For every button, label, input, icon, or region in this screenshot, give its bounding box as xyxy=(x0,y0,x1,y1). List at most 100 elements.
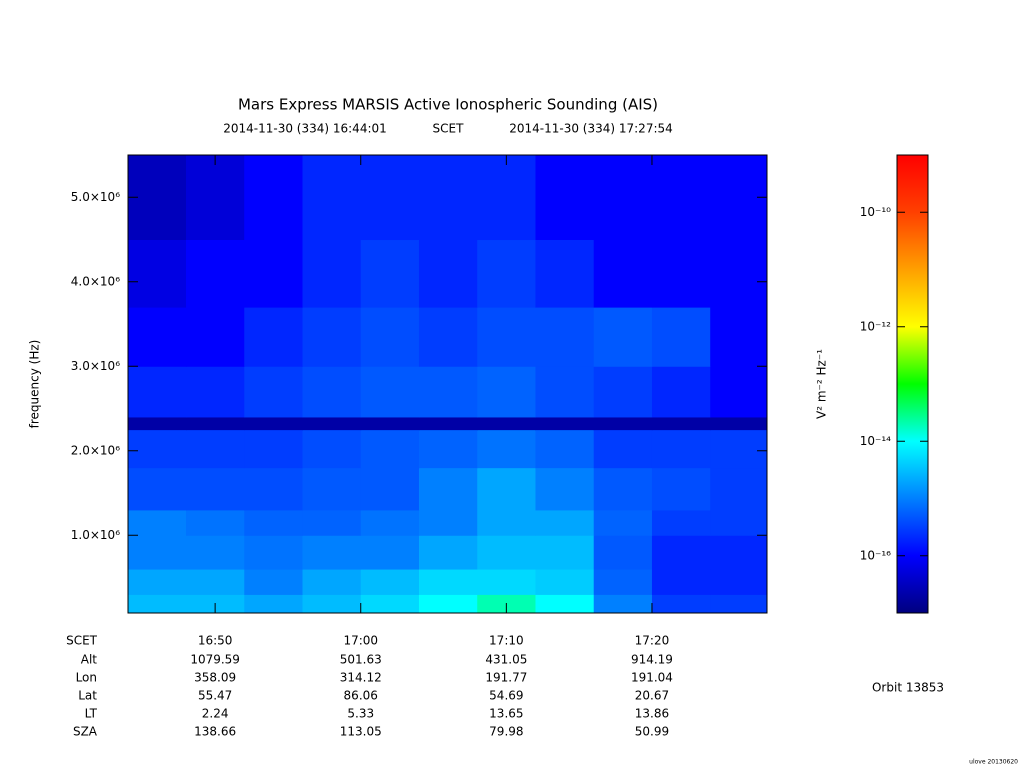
heatmap-cell xyxy=(710,366,768,418)
heatmap-cell xyxy=(535,429,595,469)
subtitle-frame: SCET xyxy=(433,122,465,136)
heatmap-cell xyxy=(244,535,303,570)
heatmap-cell xyxy=(535,416,595,431)
plot-frame xyxy=(127,154,768,614)
heatmap-cell xyxy=(710,509,768,536)
ephemeris-value: 54.69 xyxy=(489,689,523,703)
chart-title: Mars Express MARSIS Active Ionospheric S… xyxy=(238,96,658,114)
ephemeris-value: 191.77 xyxy=(485,671,527,685)
heatmap-cell xyxy=(302,594,362,614)
heatmap-cell xyxy=(418,429,478,469)
heatmap-cell xyxy=(360,569,420,595)
heatmap-cell xyxy=(244,155,303,241)
heatmap-cell xyxy=(186,155,245,241)
heatmap-cell xyxy=(651,569,711,595)
heatmap-cell xyxy=(128,467,187,511)
orbit: Orbit 13853 xyxy=(872,681,944,695)
heatmap-cell xyxy=(535,155,595,241)
heatmap-cell xyxy=(418,535,478,570)
heatmap-cell xyxy=(418,239,478,308)
heatmap-cell xyxy=(651,155,711,241)
heatmap-cell xyxy=(244,569,303,595)
heatmap-cell xyxy=(360,594,420,614)
heatmap-cell xyxy=(593,509,653,536)
heatmap-cell xyxy=(418,467,478,511)
colorbar xyxy=(896,154,929,614)
ephemeris-value: 50.99 xyxy=(635,725,669,739)
ephemeris-value: 2.24 xyxy=(202,707,229,721)
heatmap-cell xyxy=(128,416,187,431)
subtitle-start: 2014-11-30 (334) 16:44:01 xyxy=(223,122,387,136)
heatmap-cell xyxy=(244,594,303,614)
heatmap-cell xyxy=(593,429,653,469)
colorbar-tick-label: 10⁻¹⁰ xyxy=(860,205,891,219)
heatmap-cell xyxy=(651,594,711,614)
heatmap-cell xyxy=(418,594,478,614)
heatmap-cell xyxy=(651,429,711,469)
heatmap-cell xyxy=(418,569,478,595)
heatmap-cell xyxy=(593,594,653,614)
colorbar-tick-label: 10⁻¹⁴ xyxy=(860,434,891,448)
heatmap-cell xyxy=(360,155,420,241)
ephemeris-value: 86.06 xyxy=(344,689,378,703)
heatmap-cell xyxy=(360,239,420,308)
x-tick-label: 16:50 xyxy=(198,634,233,648)
heatmap-cell xyxy=(535,239,595,308)
heatmap-cell xyxy=(651,307,711,367)
ephemeris-value: 13.86 xyxy=(635,707,669,721)
ephemeris-label: Lat xyxy=(78,689,97,703)
y-tick-label: 4.0×10⁶ xyxy=(71,274,120,288)
heatmap-cell xyxy=(710,307,768,367)
heatmap-cell xyxy=(128,366,187,418)
heatmap-cell xyxy=(128,594,187,614)
heatmap-cell xyxy=(477,239,536,308)
heatmap-cell xyxy=(710,429,768,469)
ephemeris-value: 314.12 xyxy=(340,671,382,685)
footer: ulove 20130620 xyxy=(969,759,1018,766)
ephemeris-value: 13.65 xyxy=(489,707,523,721)
heatmap-cell xyxy=(302,366,362,418)
ephemeris-value: 358.09 xyxy=(194,671,236,685)
heatmap-cell xyxy=(535,467,595,511)
heatmap-cell xyxy=(477,569,536,595)
heatmap-cell xyxy=(186,569,245,595)
heatmap-cell xyxy=(710,239,768,308)
heatmap-cell xyxy=(186,509,245,536)
heatmap-cell xyxy=(128,239,187,308)
heatmap-cell xyxy=(477,467,536,511)
heatmap-cell xyxy=(418,416,478,431)
heatmap-cell xyxy=(186,366,245,418)
heatmap-cell xyxy=(360,467,420,511)
heatmap-cell xyxy=(535,366,595,418)
heatmap-cell xyxy=(418,155,478,241)
heatmap-cell xyxy=(244,467,303,511)
heatmap-cell xyxy=(360,535,420,570)
heatmap-cell xyxy=(710,416,768,431)
heatmap-cell xyxy=(186,416,245,431)
heatmap-cell xyxy=(302,535,362,570)
heatmap-cell xyxy=(477,307,536,367)
heatmap-cell xyxy=(535,594,595,614)
ephemeris-label: SZA xyxy=(73,725,98,739)
heatmap-cell xyxy=(477,416,536,431)
ephemeris-value: 914.19 xyxy=(631,653,673,667)
heatmap-cell xyxy=(244,307,303,367)
heatmap-cell xyxy=(302,155,362,241)
heatmap-cell xyxy=(360,366,420,418)
heatmap-cell xyxy=(535,509,595,536)
heatmap-cell xyxy=(186,429,245,469)
heatmap-cell xyxy=(710,467,768,511)
colorbar-label: V² m⁻² Hz⁻¹ xyxy=(815,349,829,419)
heatmap-cell xyxy=(186,307,245,367)
x-tick-label: 17:20 xyxy=(635,634,670,648)
ephemeris-value: 79.98 xyxy=(489,725,523,739)
heatmap-cell xyxy=(593,239,653,308)
heatmap-cell xyxy=(651,467,711,511)
ephemeris-value: 138.66 xyxy=(194,725,236,739)
heatmap-cell xyxy=(128,429,187,469)
heatmap-cell xyxy=(186,239,245,308)
heatmap-cell xyxy=(710,569,768,595)
heatmap-cell xyxy=(128,569,187,595)
heatmap-cell xyxy=(651,509,711,536)
